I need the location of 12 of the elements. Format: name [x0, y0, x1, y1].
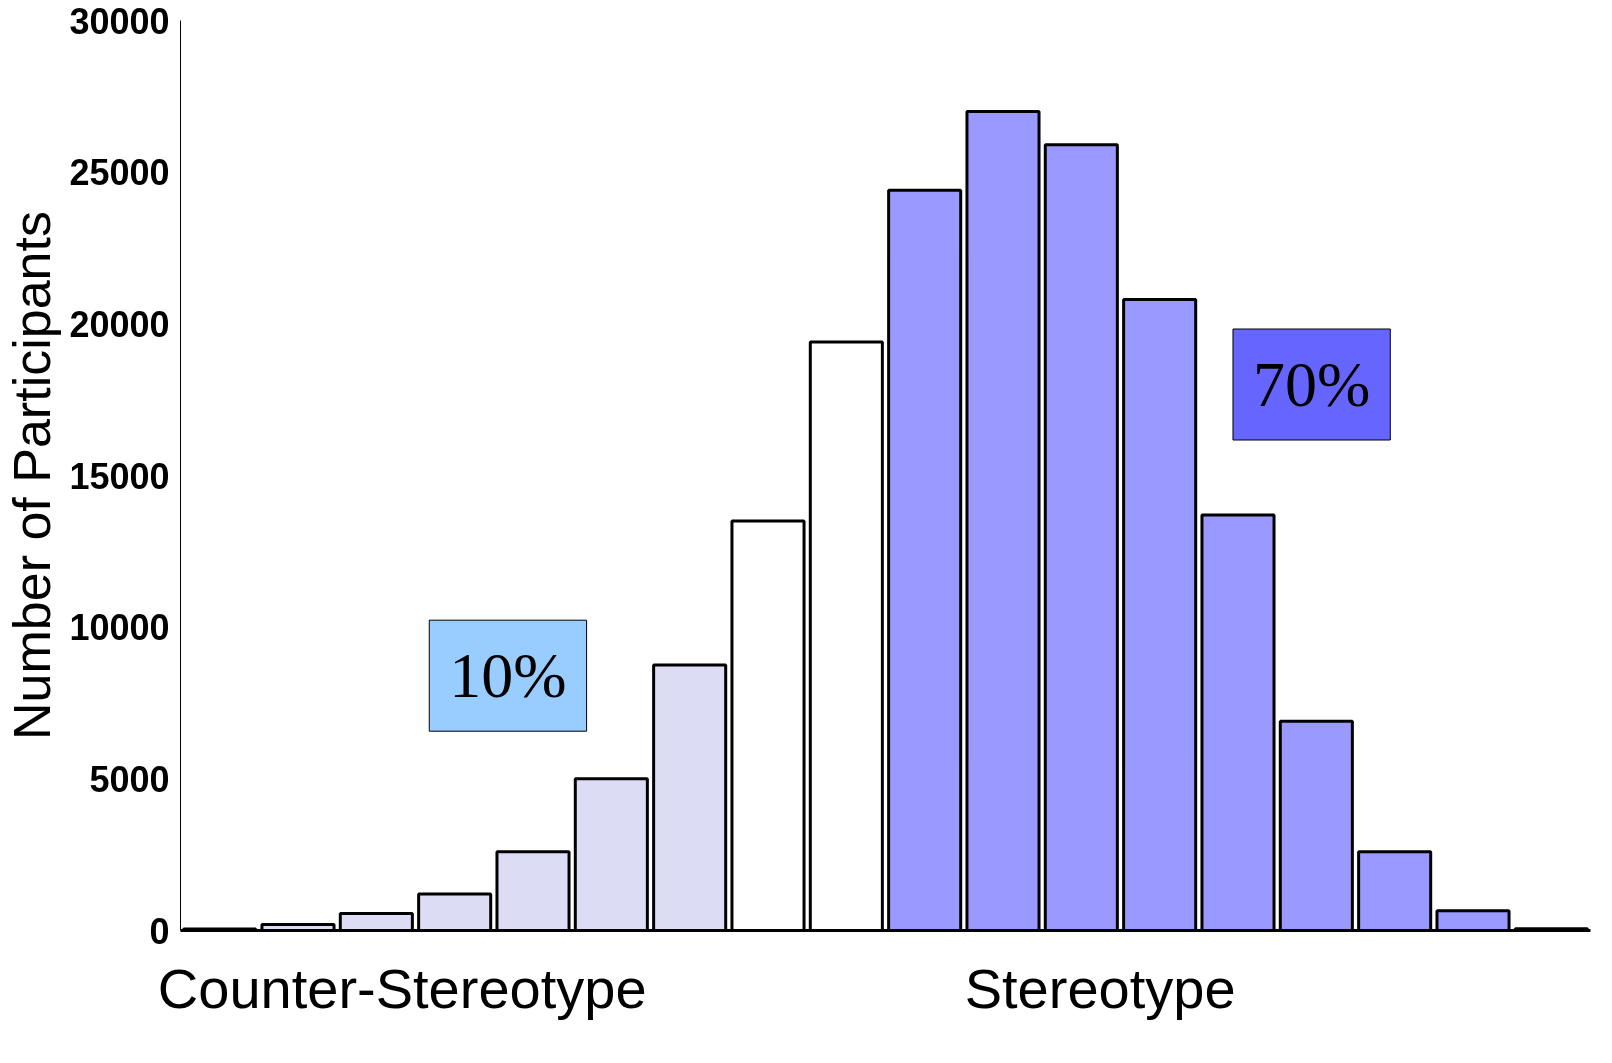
y-tick-label: 10000 [69, 607, 170, 649]
y-tick-label: 20000 [69, 303, 170, 345]
y-tick-label: 30000 [69, 0, 170, 42]
y-tick-label: 25000 [69, 152, 170, 194]
y-tick-label: 5000 [89, 758, 170, 800]
y-axis-title: Number of Participants [3, 211, 62, 740]
text: Stereotype [964, 956, 1236, 1020]
y-tick-label: 15000 [69, 455, 170, 497]
annotation: 70% [1252, 349, 1371, 420]
annotation: 10% [449, 640, 567, 712]
text: Counter-Stereotype [157, 956, 647, 1020]
y-tick-label: 0 [149, 910, 170, 952]
